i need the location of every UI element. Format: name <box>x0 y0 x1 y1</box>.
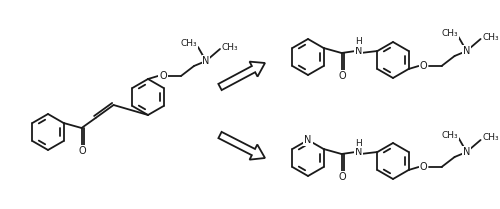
Text: CH₃: CH₃ <box>442 130 458 139</box>
Text: O: O <box>420 162 428 172</box>
Text: CH₃: CH₃ <box>222 42 238 51</box>
Text: O: O <box>79 146 86 156</box>
Polygon shape <box>218 132 265 160</box>
Text: CH₃: CH₃ <box>442 29 458 38</box>
Text: N: N <box>202 56 209 66</box>
Text: CH₃: CH₃ <box>482 134 499 143</box>
Text: H: H <box>355 139 362 148</box>
Text: H: H <box>355 37 362 46</box>
Text: O: O <box>420 61 428 71</box>
Text: N: N <box>304 135 312 145</box>
Text: N: N <box>463 46 470 56</box>
Text: O: O <box>339 71 346 81</box>
Text: N: N <box>463 147 470 157</box>
Text: CH₃: CH₃ <box>180 40 198 48</box>
Polygon shape <box>218 62 265 90</box>
Text: N: N <box>355 46 362 56</box>
Text: O: O <box>159 71 167 81</box>
Text: O: O <box>339 172 346 182</box>
Text: N: N <box>355 147 362 157</box>
Text: CH₃: CH₃ <box>482 33 499 42</box>
